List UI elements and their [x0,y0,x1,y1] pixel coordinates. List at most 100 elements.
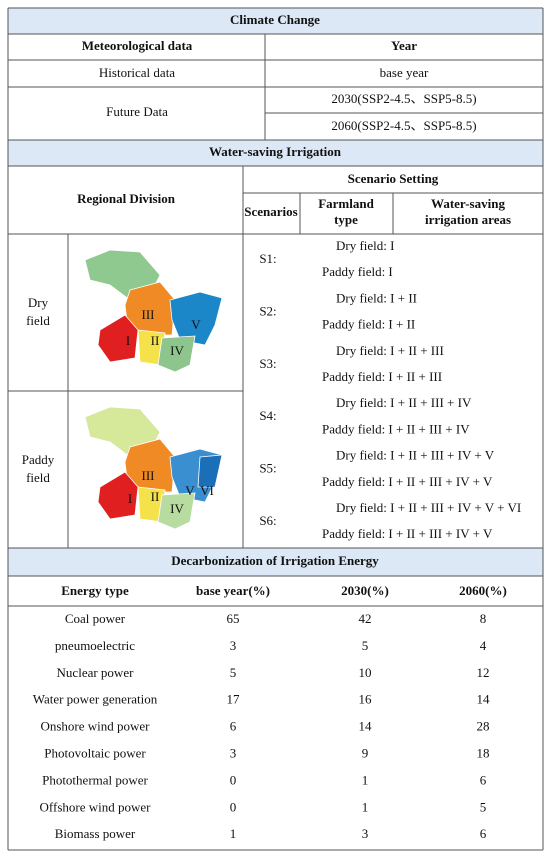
table-cell: 5 [362,638,369,653]
header: Scenario Setting [348,171,439,186]
map-label: III [142,468,155,483]
scenario-entry: Dry field: I + II + III + IV + V [336,448,495,463]
table-cell: 12 [477,665,490,680]
cell-text: base year [380,65,429,80]
scenario-entry: Paddy field: I [322,264,393,279]
section-title: Water-saving Irrigation [209,144,342,159]
header: 2030(%) [341,583,389,598]
header: type [334,212,358,227]
table-cell: 3 [362,826,369,841]
header: 2060(%) [459,583,507,598]
table-cell: Offshore wind power [40,799,152,814]
scenario-entry: Paddy field: I + II + III + IV + V [322,526,493,541]
scenario-entry: Paddy field: I + II [322,317,415,332]
map-region [197,454,223,488]
scenario-name: S5: [259,461,276,476]
table-cell: 9 [362,745,369,760]
table-cell: 5 [230,665,237,680]
header: Energy type [61,583,129,598]
table-cell: 42 [359,611,372,626]
table-cell: 3 [230,638,237,653]
table-cell: 6 [480,772,487,787]
table-cell: 1 [230,826,237,841]
table-cell: 28 [477,719,490,734]
table-cell: 10 [359,665,372,680]
map-region [157,335,196,373]
map-label: V [185,483,195,498]
scenario-entry: Dry field: I + II + III + IV [336,395,472,410]
map-label: I [126,333,130,348]
header: Farmland [318,196,374,211]
scenario-entry: Paddy field: I + II + III + IV + V [322,474,493,489]
table-cell: 6 [230,719,237,734]
table-cell: 8 [480,611,487,626]
map-label: II [151,333,160,348]
table-cell: Photovoltaic power [44,745,146,760]
region-label: field [26,470,50,485]
cell-bg [8,8,543,34]
scenario-entry: Paddy field: I + II + III [322,369,442,384]
scenario-entry: Dry field: I + II + III [336,343,444,358]
table-cell: Biomass power [55,826,136,841]
table-cell: Water power generation [33,692,158,707]
region-label: Paddy [22,452,55,467]
scenario-name: S4: [259,408,276,423]
scenario-name: S2: [259,303,276,318]
scenario-entry: Dry field: I + II + III + IV + V + VI [336,500,521,515]
scenario-name: S1: [259,251,276,266]
table-cell: 14 [359,719,373,734]
table-cell: 6 [480,826,487,841]
header: irrigation areas [425,212,511,227]
map-region [169,291,223,346]
table-cell: Nuclear power [57,665,135,680]
map-label: III [142,307,155,322]
header: base year(%) [196,583,270,598]
table-cell: Coal power [65,611,126,626]
header: Meteorological data [82,38,193,53]
table-cell: 0 [230,799,237,814]
table-cell: 1 [362,799,369,814]
table-cell: 1 [362,772,369,787]
table-cell: pneumoelectric [55,638,135,653]
header: Water-saving [431,196,505,211]
header: Regional Division [77,191,176,206]
map-label: VI [200,483,214,498]
table-cell: 0 [230,772,237,787]
scenario-name: S3: [259,356,276,371]
table-cell: 16 [359,692,373,707]
cell-text: Historical data [99,65,175,80]
scenario-name: S6: [259,513,276,528]
map-label: IV [170,501,184,516]
table-cell: Onshore wind power [40,719,150,734]
header: Year [391,38,417,53]
map-region [97,471,139,520]
table-cell: 3 [230,745,237,760]
section-title: Decarbonization of Irrigation Energy [171,553,379,568]
map-label: IV [170,343,184,358]
section-title: Climate Change [230,12,320,27]
scenario-entry: Dry field: I + II [336,290,417,305]
map-region [157,492,196,530]
table-cell: 4 [480,638,487,653]
cell-text: 2030(SSP2-4.5、SSP5-8.5) [331,91,476,106]
map-label: V [191,317,201,332]
region-label: Dry [28,295,49,310]
map-label: II [151,489,160,504]
table-cell: 65 [227,611,240,626]
cell-bg [8,548,543,576]
table-cell: 5 [480,799,487,814]
cell-text: Future Data [106,104,168,119]
scenario-entry: Paddy field: I + II + III + IV [322,421,470,436]
region-label: field [26,313,50,328]
map-label: I [128,491,132,506]
cell-bg [8,140,543,166]
scenario-entry: Dry field: I [336,238,394,253]
header: Scenarios [244,204,297,219]
map-region [97,314,139,363]
table-cell: 18 [477,745,490,760]
table-cell: Photothermal power [42,772,148,787]
cell-text: 2060(SSP2-4.5、SSP5-8.5) [331,118,476,133]
table-cell: 14 [477,692,491,707]
table-cell: 17 [227,692,241,707]
